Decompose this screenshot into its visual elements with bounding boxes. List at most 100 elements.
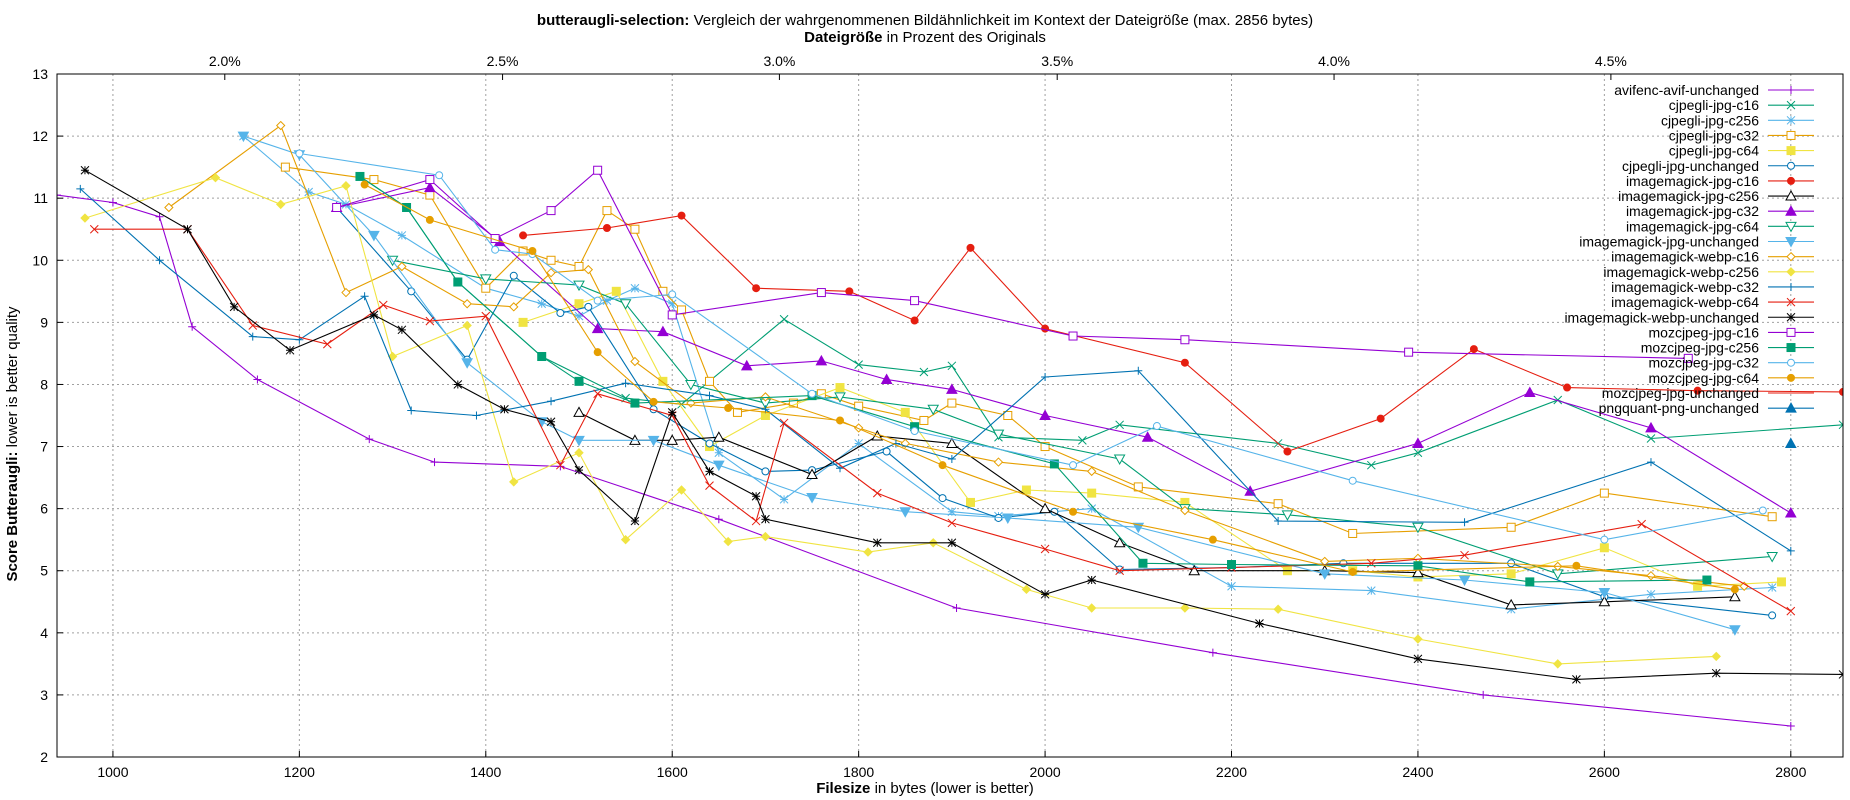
data-point xyxy=(397,261,407,272)
data-point xyxy=(872,488,882,498)
series-line xyxy=(392,259,1773,575)
data-point xyxy=(1041,373,1050,382)
x2-tick-label: 4.5% xyxy=(1595,53,1627,69)
data-point xyxy=(547,397,556,406)
data-point xyxy=(593,348,602,357)
data-point xyxy=(919,415,929,425)
data-point xyxy=(435,171,444,180)
data-point xyxy=(1180,505,1190,516)
data-point xyxy=(668,290,677,299)
data-point xyxy=(740,359,753,371)
legend-label: mozcjpeg-jpg-unchanged xyxy=(1602,385,1759,401)
data-point xyxy=(80,165,90,175)
series-line xyxy=(243,135,1736,631)
data-point xyxy=(947,507,957,517)
legend-label: imagemagick-jpg-c256 xyxy=(1618,188,1759,204)
data-point xyxy=(1787,161,1795,170)
x-tick-label: 2000 xyxy=(1030,764,1061,780)
data-point xyxy=(546,267,556,278)
data-point xyxy=(425,316,435,326)
data-point xyxy=(1711,668,1721,678)
legend-label: imagemagick-jpg-c32 xyxy=(1626,203,1759,219)
x2-tick-label: 3.0% xyxy=(763,53,795,69)
data-point xyxy=(1366,460,1376,470)
data-point xyxy=(89,224,99,234)
data-point xyxy=(1785,205,1797,216)
data-point xyxy=(1787,373,1795,382)
legend-label: avifenc-avif-unchanged xyxy=(1614,82,1759,98)
data-point xyxy=(752,284,761,293)
x-tick-label: 1800 xyxy=(843,764,874,780)
y-tick-label: 13 xyxy=(32,66,48,82)
y-axis-label-rest: lower is better quality xyxy=(4,306,21,452)
data-point xyxy=(1645,421,1657,433)
data-point xyxy=(1068,331,1078,341)
data-point xyxy=(573,280,585,292)
data-point xyxy=(1839,387,1843,396)
data-point xyxy=(630,283,640,293)
series-mozcjpeg-jpg-c32 xyxy=(295,149,1767,544)
data-point xyxy=(1506,569,1516,579)
legend-label: cjpegli-jpg-c32 xyxy=(1669,127,1759,143)
data-point xyxy=(1551,569,1564,580)
data-point xyxy=(1786,546,1795,555)
data-point xyxy=(1785,190,1797,201)
data-point xyxy=(1786,327,1796,337)
data-point xyxy=(360,180,369,189)
data-point xyxy=(1208,535,1217,544)
data-point xyxy=(854,439,864,448)
data-point xyxy=(685,379,697,391)
series-imagemagick-jpg-c256 xyxy=(573,406,1741,610)
data-point xyxy=(966,243,975,252)
data-point xyxy=(751,491,761,501)
data-point xyxy=(1525,577,1535,587)
data-point xyxy=(705,481,714,491)
data-point xyxy=(705,391,714,400)
legend-item: cjpegli-jpg-c16 xyxy=(1669,97,1814,113)
data-point xyxy=(591,322,604,334)
data-point xyxy=(1786,312,1796,322)
data-point xyxy=(676,485,687,495)
data-point xyxy=(80,213,90,223)
data-point xyxy=(1138,558,1148,568)
series-imagemagick-webp-c32 xyxy=(76,184,1795,555)
series-pngquant-png-unchanged xyxy=(1784,437,1797,448)
data-point xyxy=(1553,659,1563,669)
legend-label: imagemagick-jpg-c16 xyxy=(1626,173,1759,189)
x2-tick-label: 2.5% xyxy=(487,53,519,69)
legend-label: cjpegli-jpg-unchanged xyxy=(1622,158,1759,174)
data-point xyxy=(1021,584,1032,595)
x-axis-label-bold: Filesize xyxy=(816,780,870,797)
data-point xyxy=(1683,353,1693,363)
x2-axis-label: Dateigröße in Prozent des Originals xyxy=(804,29,1046,46)
data-point xyxy=(1768,611,1777,620)
data-point xyxy=(368,230,380,242)
data-point xyxy=(714,515,723,524)
data-point xyxy=(1412,437,1424,448)
legend-item: mozcjpeg-jpg-c16 xyxy=(1649,324,1814,340)
data-point xyxy=(369,310,379,320)
x2-axis-label-rest: in Prozent des Originals xyxy=(882,29,1045,46)
chart-title: butteraugli-selection: Vergleich der wah… xyxy=(537,12,1313,29)
legend-item: mozcjpeg-jpg-c32 xyxy=(1649,355,1814,371)
data-point xyxy=(322,339,332,349)
data-point xyxy=(1152,422,1161,431)
data-point xyxy=(1003,411,1013,420)
data-point xyxy=(938,494,947,503)
data-point xyxy=(556,309,565,318)
x2-axis-label-bold: Dateigröße xyxy=(804,29,882,46)
y-axis-label-bold: Score Butteraugli: xyxy=(4,452,21,582)
legend-item: imagemagick-webp-c32 xyxy=(1611,279,1814,295)
data-point xyxy=(1040,442,1050,452)
legend-item: mozcjpeg-jpg-c64 xyxy=(1649,370,1814,386)
data-point xyxy=(705,467,714,476)
data-point xyxy=(407,406,416,415)
data-point xyxy=(1404,347,1414,357)
data-point xyxy=(946,437,958,448)
data-point xyxy=(1255,619,1264,628)
data-point xyxy=(1787,282,1795,291)
data-point xyxy=(453,277,463,287)
data-point xyxy=(1563,383,1572,392)
data-point xyxy=(630,398,640,408)
